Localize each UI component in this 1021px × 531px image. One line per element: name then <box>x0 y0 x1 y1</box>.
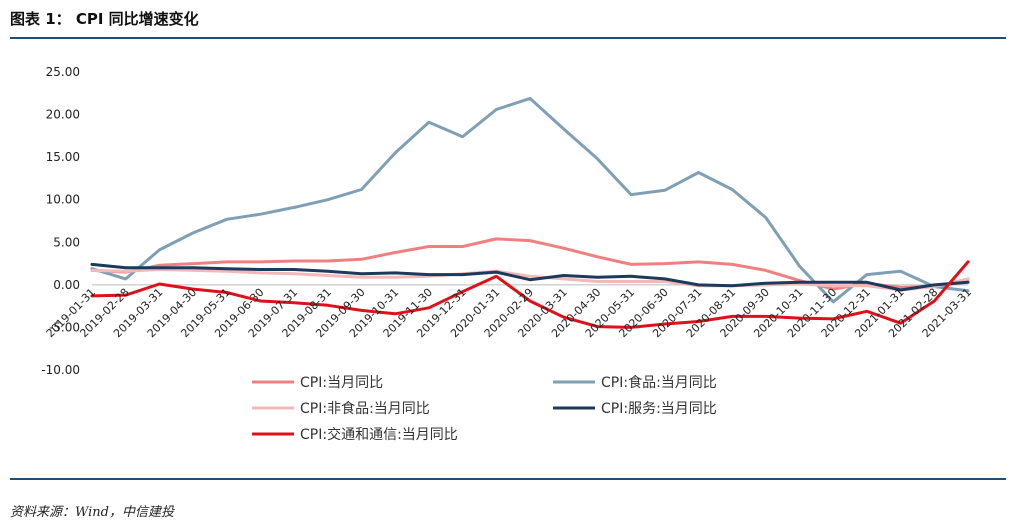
series-line-2 <box>90 268 970 292</box>
figure-title: 图表 1： CPI 同比增速变化 <box>10 10 199 28</box>
y-tick-label: -10.00 <box>41 363 80 377</box>
series-line-3 <box>90 262 970 292</box>
legend: CPI:当月同比 CPI:食品:当月同比 CPI:非食品:当月同比 CPI:服务:当月… <box>252 374 717 443</box>
top-rule <box>10 37 1006 39</box>
y-tick-label: -5.00 <box>49 320 80 334</box>
y-tick-label: 5.00 <box>53 235 80 249</box>
y-tick-label: 20.00 <box>46 108 80 122</box>
legend-label: CPI:非食品:当月同比 <box>300 400 430 417</box>
y-tick-label: 25.00 <box>46 65 80 79</box>
y-axis-ticks: 25.00 20.00 15.00 10.00 5.00 0.00 -5.00 -10.00 <box>41 65 80 377</box>
legend-label: CPI:当月同比 <box>300 375 383 391</box>
legend-label: CPI:服务:当月同比 <box>601 401 717 417</box>
source-note: 资料来源：Wind，中信建投 <box>10 505 174 520</box>
y-tick-label: 10.00 <box>46 193 80 207</box>
series-lines <box>90 96 970 329</box>
legend-label: CPI:交通和通信:当月同比 <box>300 426 458 443</box>
y-tick-label: 15.00 <box>46 150 80 164</box>
legend-label: CPI:食品:当月同比 <box>601 374 717 391</box>
bottom-rule <box>10 478 1006 480</box>
series-line-1 <box>90 96 970 304</box>
x-axis-ticks: 2019-01-312019-02-282019-03-312019-04-30… <box>44 286 974 340</box>
series-line-4 <box>90 260 970 329</box>
y-tick-label: 0.00 <box>53 278 80 292</box>
